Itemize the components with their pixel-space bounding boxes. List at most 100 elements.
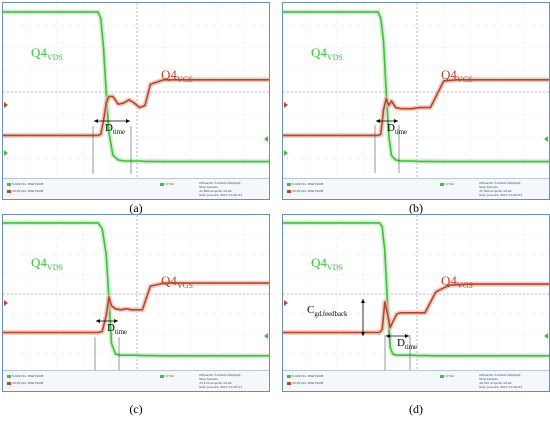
points-per-sample: 200ps/pt xyxy=(507,373,521,377)
ch2-chip-icon xyxy=(7,189,11,193)
capture-time: 10:20:21 xyxy=(228,193,243,197)
status-bar: 5.00V/div 1MΩ 500M 20.0V/div 1MΩ 500M 17… xyxy=(3,370,269,391)
ch2-scale: 20.0V/div xyxy=(292,189,307,193)
status-bar: 5.00V/div 1MΩ 500M 20.0V/div 1MΩ 500M 17… xyxy=(283,370,549,391)
acq-count: 37,460 acqs xyxy=(479,189,498,193)
dtime-label: Dtime xyxy=(397,337,417,351)
ch1-marker-icon xyxy=(4,150,8,156)
trigger-marker-icon xyxy=(264,136,268,142)
acq-count: 39,397 acqs xyxy=(479,381,498,385)
vgs-label: Q4VGS xyxy=(441,67,473,84)
acq-mode: Sample xyxy=(206,185,219,189)
vgs-label: Q4VGS xyxy=(441,273,473,290)
scope-screen: Q4VDS Q4VGS Dtime 5.00V/div 1MΩ 500M 20.0V… xyxy=(282,2,550,200)
points-per-sample: 200ps/pt xyxy=(227,181,241,185)
ch2-bandwidth: 500M xyxy=(35,381,44,385)
vds-label: Q4VDS xyxy=(311,255,343,272)
trigger-mode: Auto xyxy=(199,193,206,197)
ch1-impedance: 1MΩ xyxy=(307,374,315,378)
panel-caption: (a) xyxy=(129,201,143,215)
ch2-impedance: 1MΩ xyxy=(307,381,315,385)
vgs-trace xyxy=(3,79,269,137)
trigger-chip-icon xyxy=(160,374,164,378)
scope-screen: Q4VDS Q4VGS Dtime Cgd,feedback 5.00V/div 1M… xyxy=(282,214,550,392)
trigger-marker-icon xyxy=(264,333,268,339)
ch2-marker-icon xyxy=(284,102,288,108)
ch2-scale: 20.0V/div xyxy=(12,189,27,193)
record-length: RL:10.0k xyxy=(218,381,232,385)
ch1-impedance: 1MΩ xyxy=(27,374,35,378)
ch2-marker-icon xyxy=(284,300,288,306)
ch1-chip-icon xyxy=(7,182,11,186)
ch1-scale: 5.00V/div xyxy=(12,182,27,186)
run-state: Stop xyxy=(479,185,486,189)
panel-a: Q4VDS Q4VGS Dtime 5.00V/div 1MΩ 500M 20.0V… xyxy=(2,2,270,230)
trace-plot: Q4VDS Q4VGS Dtime xyxy=(3,215,269,373)
vds-label: Q4VDS xyxy=(31,255,63,272)
dtime-label: Dtime xyxy=(105,122,125,136)
sample-rate: 5.0GS/s xyxy=(214,373,227,377)
record-length: RL:10.0k xyxy=(498,189,512,193)
trigger-mode: Auto xyxy=(479,385,486,389)
scope-screen: Q4VDS Q4VGS Dtime 5.00V/div 1MΩ 500M 20.0V… xyxy=(2,2,270,200)
panel-c: Q4VDS Q4VGS Dtime 5.00V/div 1MΩ 500M 20.0V… xyxy=(2,214,270,425)
trace-glow xyxy=(3,220,269,359)
timebase: 200ns/div xyxy=(479,181,494,185)
trigger-mode: Auto xyxy=(479,193,486,197)
vds-trace xyxy=(3,222,269,357)
ch1-bandwidth: 500M xyxy=(315,374,324,378)
trigger-chip-icon xyxy=(160,182,164,186)
capture-time: 10:20:52 xyxy=(508,193,523,197)
vds-label: Q4VDS xyxy=(311,45,343,62)
points-per-sample: 200ps/pt xyxy=(507,181,521,185)
trigger-level: 17.6V xyxy=(445,374,454,378)
panel-d: Q4VDS Q4VGS Dtime Cgd,feedback 5.00V/div 1M… xyxy=(282,214,550,425)
vgs-label: Q4VGS xyxy=(161,273,193,290)
timebase: 200ns/div xyxy=(479,373,494,377)
trace-glow xyxy=(283,9,549,165)
ch1-impedance: 1MΩ xyxy=(307,182,315,186)
trigger-level: 17.6V xyxy=(165,182,174,186)
dtime-label: Dtime xyxy=(107,322,127,336)
acq-mode: Sample xyxy=(206,377,219,381)
ch2-chip-icon xyxy=(287,189,291,193)
trigger-chip-icon xyxy=(440,182,444,186)
ch1-scale: 5.00V/div xyxy=(12,374,27,378)
acq-count: 47,683 acqs xyxy=(199,189,218,193)
vgs-trace xyxy=(3,282,269,334)
ch2-scale: 20.0V/div xyxy=(12,381,27,385)
capture-date: June 09, 2017 xyxy=(206,385,228,389)
vds-label: Q4VDS xyxy=(31,45,63,62)
panel-caption: (b) xyxy=(409,201,423,215)
trigger-chip-icon xyxy=(440,374,444,378)
trace-glow xyxy=(3,77,269,138)
trace-glow xyxy=(283,220,549,359)
acq-mode: Sample xyxy=(486,377,499,381)
capture-date: June 09, 2017 xyxy=(486,193,508,197)
status-bar: 5.00V/div 1MΩ 500M 20.0V/div 1MΩ 500M 17… xyxy=(283,178,549,199)
panel-caption: (d) xyxy=(409,402,423,416)
status-bar: 5.00V/div 1MΩ 500M 20.0V/div 1MΩ 500M 17… xyxy=(3,178,269,199)
timebase: 200ns/div xyxy=(199,181,214,185)
acq-count: 33,133 acqs xyxy=(199,381,218,385)
points-per-sample: 200ps/pt xyxy=(227,373,241,377)
run-state: Stop xyxy=(199,185,206,189)
vgs-label: Q4VGS xyxy=(161,67,193,84)
run-state: Stop xyxy=(479,377,486,381)
sample-rate: 5.0GS/s xyxy=(494,373,507,377)
panel-caption: (c) xyxy=(129,402,143,416)
trace-glow xyxy=(3,280,269,335)
trigger-marker-icon xyxy=(544,333,548,339)
vgs-trace xyxy=(283,79,549,137)
trace-glow xyxy=(283,281,549,335)
capture-date: June 09, 2017 xyxy=(206,193,228,197)
capture-date: June 09, 2017 xyxy=(486,385,508,389)
trigger-mode: Auto xyxy=(199,385,206,389)
ch2-marker-icon xyxy=(4,300,8,306)
sample-rate: 5.0GS/s xyxy=(494,181,507,185)
trace-glow xyxy=(3,9,269,165)
arrowhead-icon xyxy=(94,119,130,123)
ch2-bandwidth: 500M xyxy=(315,381,324,385)
ch2-bandwidth: 500M xyxy=(315,189,324,193)
dtime-label: Dtime xyxy=(387,122,407,136)
